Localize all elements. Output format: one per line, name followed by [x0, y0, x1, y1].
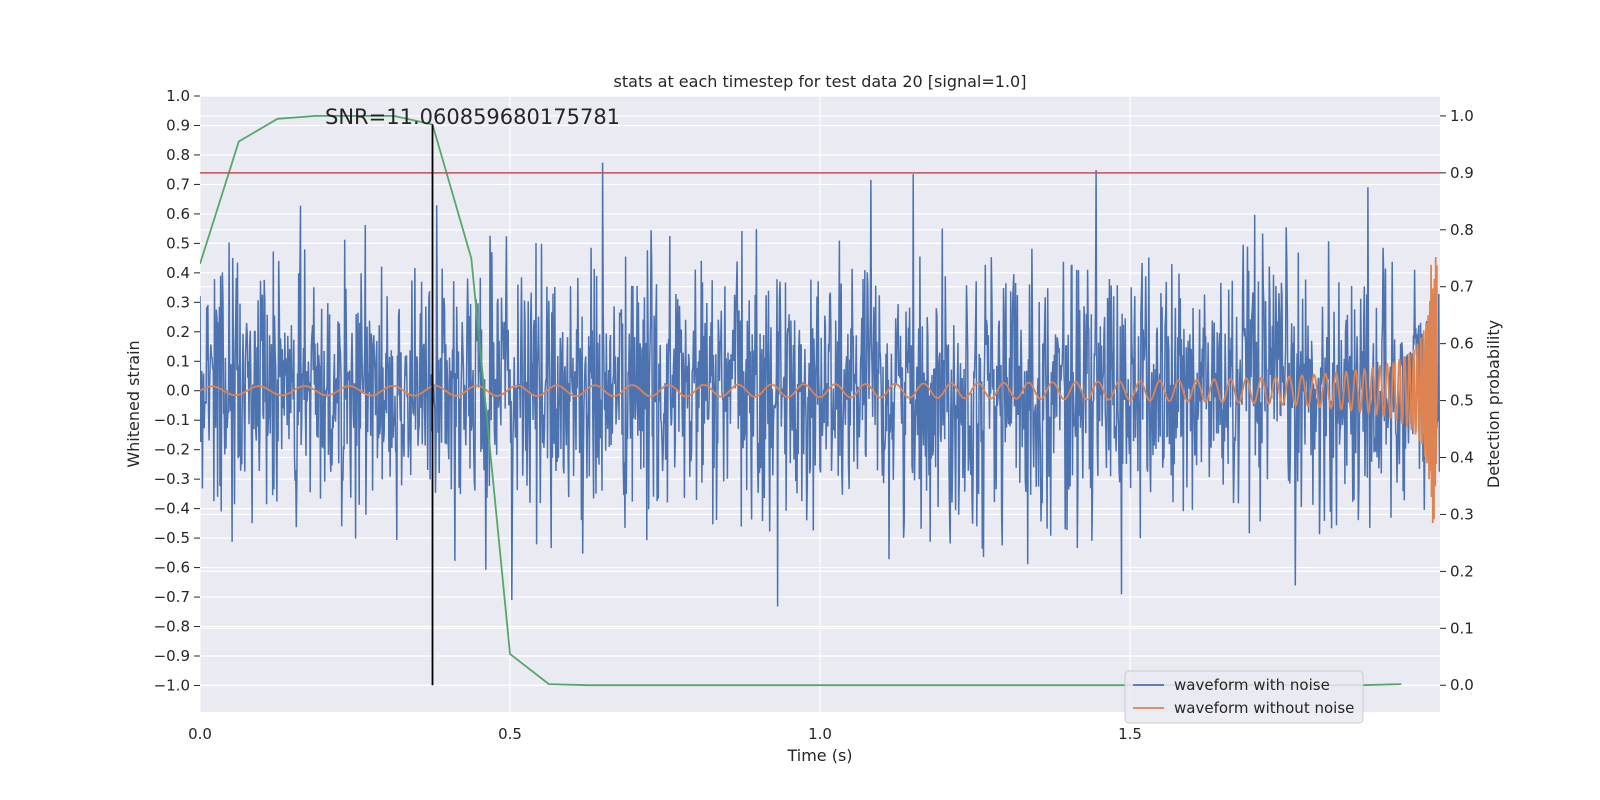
y-tick-label: −0.7	[154, 588, 190, 606]
y-tick-label: 0.4	[166, 264, 190, 282]
y2-tick-label: 0.2	[1450, 562, 1474, 580]
y-tick-label: 0.3	[166, 293, 190, 311]
y2-tick-label: 0.1	[1450, 619, 1474, 637]
y2-tick-label: 0.4	[1450, 449, 1474, 467]
y-tick-label: −0.6	[154, 559, 190, 577]
y2-tick-label: 0.3	[1450, 505, 1474, 523]
y-tick-label: 0.8	[166, 146, 190, 164]
x-tick-label: 0.5	[498, 725, 522, 743]
y-tick-label: 0.5	[166, 234, 190, 252]
y2-axis-label: Detection probability	[1484, 320, 1503, 488]
y-tick-label: −0.8	[154, 618, 190, 636]
y2-tick-label: 0.6	[1450, 335, 1474, 353]
y-tick-label: −0.2	[154, 441, 190, 459]
y2-tick-label: 0.8	[1450, 221, 1474, 239]
y-tick-label: −0.4	[154, 500, 190, 518]
legend-label-noise: waveform with noise	[1174, 676, 1330, 694]
series-waveform-with-noise	[200, 162, 1440, 607]
y-tick-label: −0.9	[154, 647, 190, 665]
y2-tick-label: 0.0	[1450, 676, 1474, 694]
y-tick-label: 0.2	[166, 323, 190, 341]
y2-tick-label: 0.9	[1450, 164, 1474, 182]
y2-tick-label: 1.0	[1450, 107, 1474, 125]
tick-labels: 0.0 0.5 1.0 1.5 1.0 0.9 0.8 0.7 0.6 0.5 0.4 0.3 0.2 0…	[154, 87, 1474, 743]
legend-label-clean: waveform without noise	[1174, 699, 1354, 717]
y2-tick-label: 0.7	[1450, 278, 1474, 296]
chart-title: stats at each timestep for test data 20 …	[614, 72, 1027, 91]
x-tick-label: 0.0	[188, 725, 212, 743]
x-axis-label: Time (s)	[786, 746, 852, 765]
y-axis-label: Whitened strain	[124, 340, 143, 467]
overlay-layer	[200, 124, 1440, 686]
legend-box	[1124, 670, 1364, 724]
x-tick-label: 1.5	[1118, 725, 1142, 743]
y-tick-label: 0.6	[166, 205, 190, 223]
y-tick-label: 0.7	[166, 175, 190, 193]
y-tick-label: 0.9	[166, 116, 190, 134]
y-tick-label: −0.5	[154, 529, 190, 547]
snr-annotation: SNR=11.060859680175781	[325, 105, 620, 129]
x-tick-label: 1.0	[808, 725, 832, 743]
y2-tick-label: 0.5	[1450, 392, 1474, 410]
y-tick-label: −1.0	[154, 676, 190, 694]
series-waveform-without-noise	[200, 256, 1438, 524]
y-tick-label: 1.0	[166, 87, 190, 105]
y-tick-label: −0.1	[154, 411, 190, 429]
legend: waveform with noise waveform without noi…	[1124, 670, 1364, 724]
y-tick-label: −0.3	[154, 470, 190, 488]
y-tick-label: 0.0	[166, 382, 190, 400]
y-tick-label: 0.1	[166, 352, 190, 370]
